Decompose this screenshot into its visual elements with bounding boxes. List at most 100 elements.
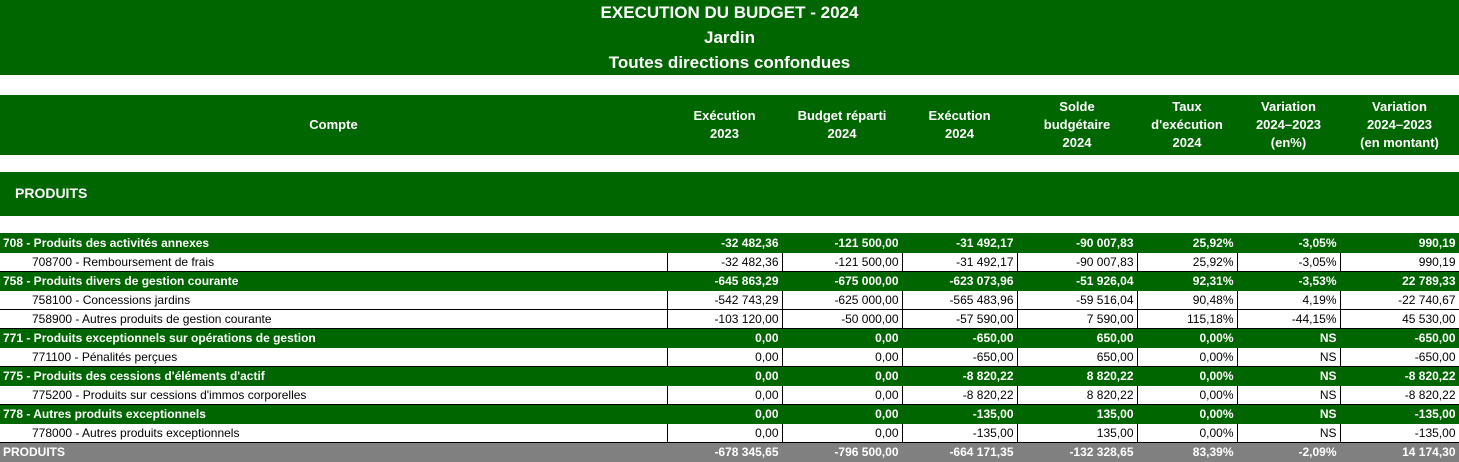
value-cell: -90 007,83: [1016, 252, 1138, 272]
account-label: 708700 - Remboursement de frais: [0, 252, 668, 272]
column-header-var-pct: Variation 2024–2023 (en%): [1255, 99, 1322, 150]
value-cell: 0,00: [781, 366, 903, 386]
value-cell: -32 482,36: [666, 252, 783, 272]
value-cell: -57 590,00: [901, 309, 1018, 329]
value-cell: 0,00%: [1136, 404, 1238, 424]
report-title-line1: EXECUTION DU BUDGET - 2024: [600, 3, 859, 22]
value-cell: 25,92%: [1136, 252, 1238, 272]
value-cell: 0,00: [781, 328, 903, 348]
column-header-budget2024: Budget réparti 2024: [797, 108, 887, 141]
group-row: 775 - Produits des cessions d'éléments d…: [0, 366, 1459, 386]
value-cell: -135,00: [1339, 404, 1459, 424]
column-header-band: Compte Exécution 2023 Budget réparti 202…: [0, 95, 1459, 155]
value-cell: -678 345,65: [666, 442, 783, 462]
value-cell: NS: [1236, 328, 1341, 348]
value-cell: -796 500,00: [781, 442, 903, 462]
report-title-line3: Toutes directions confondues: [608, 53, 851, 72]
table-row: 758100 - Concessions jardins -542 743,29-…: [0, 290, 1459, 310]
column-header-exec2023: Exécution 2023: [693, 108, 756, 141]
value-cell: 45 530,00: [1339, 309, 1459, 329]
account-label: 771100 - Pénalités perçues: [0, 347, 668, 367]
report-title: EXECUTION DU BUDGET - 2024 Jardin Toutes…: [0, 0, 1459, 75]
value-cell: -650,00: [901, 347, 1018, 367]
value-cell: 990,19: [1339, 252, 1459, 272]
account-label: PRODUITS: [0, 442, 668, 462]
value-cell: -3,05%: [1236, 252, 1341, 272]
column-header-compte: Compte: [309, 117, 358, 132]
value-cell: -625 000,00: [781, 290, 903, 310]
value-cell: -121 500,00: [781, 252, 903, 272]
value-cell: 990,19: [1339, 233, 1459, 253]
value-cell: 22 789,33: [1339, 271, 1459, 291]
table-row: 771100 - Pénalités perçues 0,00 0,00 -650,0…: [0, 347, 1459, 367]
value-cell: -22 740,67: [1339, 290, 1459, 310]
table-row: 778000 - Autres produits exceptionnels 0,…: [0, 423, 1459, 443]
value-cell: -31 492,17: [901, 252, 1018, 272]
account-label: 758 - Produits divers de gestion courant…: [0, 271, 668, 291]
value-cell: 0,00%: [1136, 423, 1238, 443]
report-title-line2: Jardin: [703, 28, 756, 47]
section-header: PRODUITS: [0, 172, 1459, 216]
value-cell: 8 820,22: [1016, 385, 1138, 405]
value-cell: 0,00: [666, 385, 783, 405]
value-cell: -50 000,00: [781, 309, 903, 329]
value-cell: -8 820,22: [901, 366, 1018, 386]
value-cell: -650,00: [1339, 328, 1459, 348]
total-row: PRODUITS -678 345,65 -796 500,00 -664 171,3…: [0, 442, 1459, 462]
column-header-exec2024: Exécution 2024: [928, 108, 991, 141]
account-label: 775200 - Produits sur cessions d'immos c…: [0, 385, 668, 405]
value-cell: 0,00%: [1136, 385, 1238, 405]
value-cell: -2,09%: [1236, 442, 1341, 462]
value-cell: -8 820,22: [1339, 366, 1459, 386]
value-cell: 0,00: [781, 385, 903, 405]
value-cell: -32 482,36: [666, 233, 783, 253]
value-cell: 0,00: [666, 404, 783, 424]
account-label: 775 - Produits des cessions d'éléments d…: [0, 366, 668, 386]
group-row: 708 - Produits des activités annexes -32 …: [0, 233, 1459, 253]
value-cell: NS: [1236, 366, 1341, 386]
value-cell: 650,00: [1016, 347, 1138, 367]
value-cell: -645 863,29: [666, 271, 783, 291]
value-cell: -664 171,35: [901, 442, 1018, 462]
value-cell: 0,00: [781, 347, 903, 367]
value-cell: 0,00: [666, 328, 783, 348]
table-row: 775200 - Produits sur cessions d'immos c…: [0, 385, 1459, 405]
value-cell: 7 590,00: [1016, 309, 1138, 329]
value-cell: 0,00: [666, 347, 783, 367]
value-cell: -31 492,17: [901, 233, 1018, 253]
value-cell: -135,00: [901, 404, 1018, 424]
value-cell: 0,00: [781, 404, 903, 424]
group-row: 771 - Produits exceptionnels sur opérati…: [0, 328, 1459, 348]
value-cell: -90 007,83: [1016, 233, 1138, 253]
section-title: PRODUITS: [15, 185, 88, 201]
value-cell: -132 328,65: [1016, 442, 1138, 462]
value-cell: -675 000,00: [781, 271, 903, 291]
value-cell: 0,00: [781, 423, 903, 443]
value-cell: NS: [1236, 423, 1341, 443]
value-cell: 0,00%: [1136, 366, 1238, 386]
value-cell: -565 483,96: [901, 290, 1018, 310]
value-cell: 90,48%: [1136, 290, 1238, 310]
value-cell: NS: [1236, 385, 1341, 405]
value-cell: 8 820,22: [1016, 366, 1138, 386]
table-row: 758900 - Autres produits de gestion cour…: [0, 309, 1459, 329]
account-label: 778000 - Autres produits exceptionnels: [0, 423, 668, 443]
value-cell: NS: [1236, 404, 1341, 424]
column-header-var-mnt: Variation 2024–2023 (en montant): [1360, 99, 1439, 150]
group-row: 778 - Autres produits exceptionnels 0,00 0…: [0, 404, 1459, 424]
value-cell: 0,00: [666, 423, 783, 443]
account-label: 708 - Produits des activités annexes: [0, 233, 668, 253]
account-label: 758900 - Autres produits de gestion cour…: [0, 309, 668, 329]
value-cell: -650,00: [901, 328, 1018, 348]
value-cell: -44,15%: [1236, 309, 1341, 329]
account-label: 778 - Autres produits exceptionnels: [0, 404, 668, 424]
value-cell: -59 516,04: [1016, 290, 1138, 310]
value-cell: -135,00: [1339, 423, 1459, 443]
value-cell: -8 820,22: [1339, 385, 1459, 405]
group-row: 758 - Produits divers de gestion courant…: [0, 271, 1459, 291]
value-cell: -3,53%: [1236, 271, 1341, 291]
column-header-taux: Taux d'exécution 2024: [1151, 99, 1223, 150]
value-cell: -650,00: [1339, 347, 1459, 367]
value-cell: 115,18%: [1136, 309, 1238, 329]
value-cell: -8 820,22: [901, 385, 1018, 405]
